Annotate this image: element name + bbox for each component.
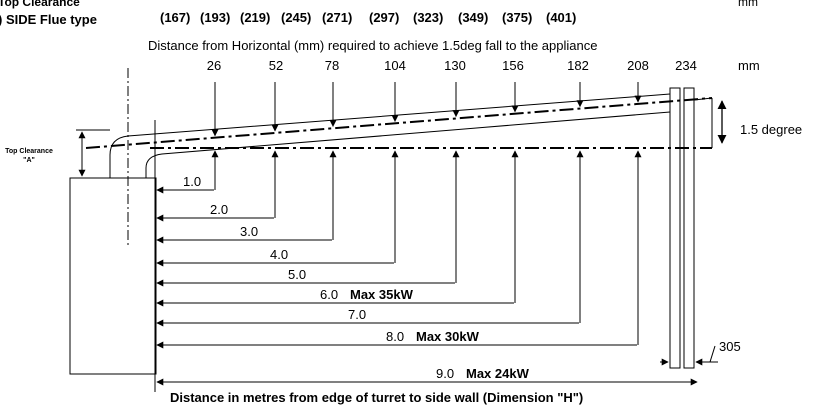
bracket-value: (271) xyxy=(322,10,352,25)
flue-lower-wall xyxy=(145,111,671,178)
side-flue-type-label: ) SIDE Flue type xyxy=(0,12,97,27)
bracket-value: (193) xyxy=(200,10,230,25)
bracket-value: (323) xyxy=(413,10,443,25)
side-wall-outer xyxy=(683,87,695,369)
mm-top-label: mm xyxy=(738,0,758,9)
distance-value: 8.0 xyxy=(386,329,404,344)
distance-value: 4.0 xyxy=(270,247,288,262)
sloped-centreline xyxy=(85,97,713,149)
fall-value: 208 xyxy=(627,58,649,73)
appliance-box xyxy=(69,177,157,375)
mm-label: mm xyxy=(738,58,760,73)
bracket-value: (297) xyxy=(369,10,399,25)
distance-value: 1.0 xyxy=(183,174,201,189)
distance-value: 3.0 xyxy=(240,224,258,239)
max-output-note: Max 35kW xyxy=(350,287,414,302)
fall-values-row: 26 52 78 104 130 156 182 208 234 xyxy=(207,58,697,73)
fall-value: 156 xyxy=(502,58,524,73)
terminal-top-edge xyxy=(693,97,713,101)
fall-value: 78 xyxy=(325,58,339,73)
fall-value: 234 xyxy=(675,58,697,73)
flue-upper-wall xyxy=(109,93,671,178)
bracket-value: (167) xyxy=(160,10,190,25)
bracket-value: (401) xyxy=(546,10,576,25)
bracket-value: (219) xyxy=(240,10,270,25)
top-clearance-header-cut: Top Clearance xyxy=(0,0,80,9)
fall-value: 182 xyxy=(567,58,589,73)
distance-value: 7.0 xyxy=(348,307,366,322)
bracket-value: (349) xyxy=(458,10,488,25)
distance-value: 5.0 xyxy=(288,267,306,282)
top-clearance-label: Top Clearance xyxy=(5,148,53,155)
wall-dim-label: 305 xyxy=(719,339,741,354)
max-output-note: Max 24kW xyxy=(466,366,530,381)
distance-value: 6.0 xyxy=(320,287,338,302)
bracket-value: (245) xyxy=(281,10,311,25)
distance-arrows: 1.0 2.0 3.0 4.05.0 6.0 Max 35kW 7.0 8.0 Max 30kW… xyxy=(156,150,698,386)
bracket-value: (375) xyxy=(502,10,532,25)
fall-value: 26 xyxy=(207,58,221,73)
fall-value: 130 xyxy=(444,58,466,73)
side-wall-inner xyxy=(669,87,681,369)
angle-label: 1.5 degree xyxy=(740,122,802,137)
distance-value: 9.0 xyxy=(436,366,454,381)
fall-arrows xyxy=(211,82,642,137)
max-output-note: Max 30kW xyxy=(416,329,480,344)
top-clearance-a-label: "A" xyxy=(23,157,35,164)
fall-value: 52 xyxy=(269,58,283,73)
distance-value: 2.0 xyxy=(210,202,228,217)
fall-value: 104 xyxy=(384,58,406,73)
subtitle: Distance from Horizontal (mm) required t… xyxy=(148,38,597,53)
wall-dim-leader xyxy=(709,345,716,363)
bracket-values-row: (167) (193) (219) (245) (271) (297) (323) (349)… xyxy=(160,10,576,25)
footer-label: Distance in metres from edge of turret t… xyxy=(170,390,583,405)
